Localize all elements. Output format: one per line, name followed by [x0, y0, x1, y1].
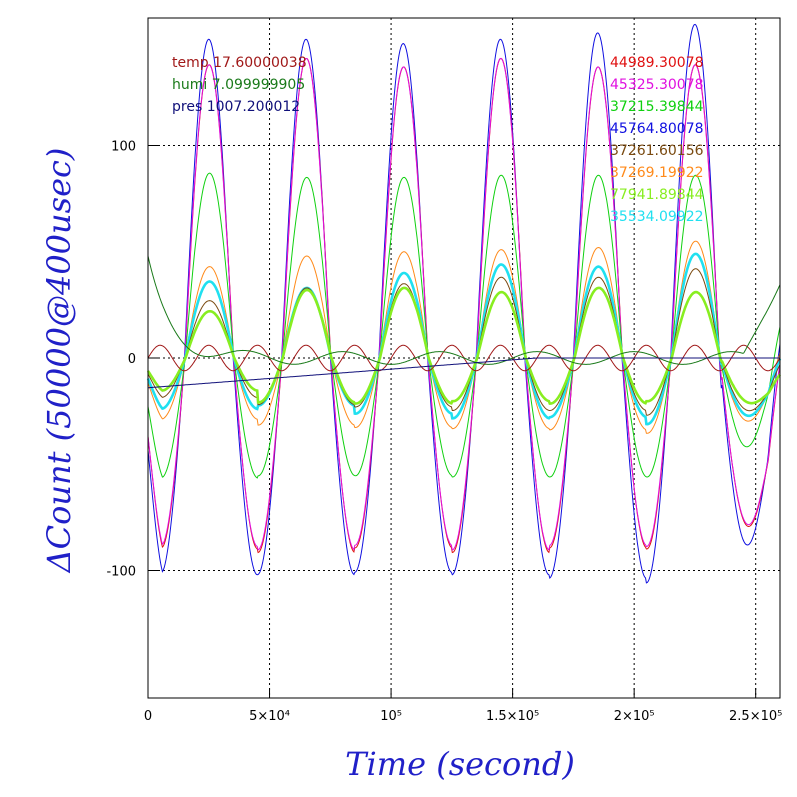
legend-entry: 35534.09922 [610, 209, 704, 225]
legend-left: temp 17.60000038 humi 7.099999905 pres 100… [172, 55, 307, 115]
legend-entry: 77941.89844 [610, 187, 704, 203]
legend-entry: 37269.19922 [610, 165, 704, 181]
series-line [147, 23, 781, 584]
x-tick-label: 0 [144, 709, 152, 724]
legend-entry: humi 7.099999905 [172, 77, 305, 93]
y-tick-label: 0 [128, 352, 136, 367]
legend-entry: 45764.80078 [610, 121, 704, 137]
x-tick-label: 10⁵ [380, 709, 402, 724]
legend-entry: 44989.30078 [610, 55, 704, 71]
x-tick-label: 2×10⁵ [614, 709, 655, 724]
y-tick-label: -100 [106, 565, 136, 580]
legend-entry: pres 1007.200012 [172, 99, 300, 115]
series-line [147, 268, 781, 416]
axis-ticks: 0 5×10⁴ 10⁵ 1.5×10⁵ 2×10⁵ 2.5×10⁵ -100 0 100 [106, 140, 782, 725]
x-tick-label: 2.5×10⁵ [729, 709, 782, 724]
x-tick-label: 1.5×10⁵ [486, 709, 539, 724]
legend-entry: 37215.39844 [610, 99, 704, 115]
x-axis-title: Time (second) [345, 745, 575, 783]
series-lines [146, 23, 782, 584]
legend-right: 44989.30078 45325.30078 37215.39844 45764.8… [610, 55, 704, 225]
series-line [147, 57, 781, 551]
series-line [146, 252, 782, 426]
series-line [147, 357, 780, 389]
legend-entry: temp 17.60000038 [172, 55, 307, 71]
x-tick-label: 5×10⁴ [249, 709, 290, 724]
legend-entry: 37261.60156 [610, 143, 704, 159]
y-axis-title: ΔCount (50000@400usec) [40, 148, 78, 575]
y-tick-label: 100 [111, 140, 136, 155]
series-line [146, 286, 782, 405]
series-line [147, 255, 781, 365]
series-line [147, 172, 781, 479]
legend-entry: 45325.30078 [610, 77, 704, 93]
